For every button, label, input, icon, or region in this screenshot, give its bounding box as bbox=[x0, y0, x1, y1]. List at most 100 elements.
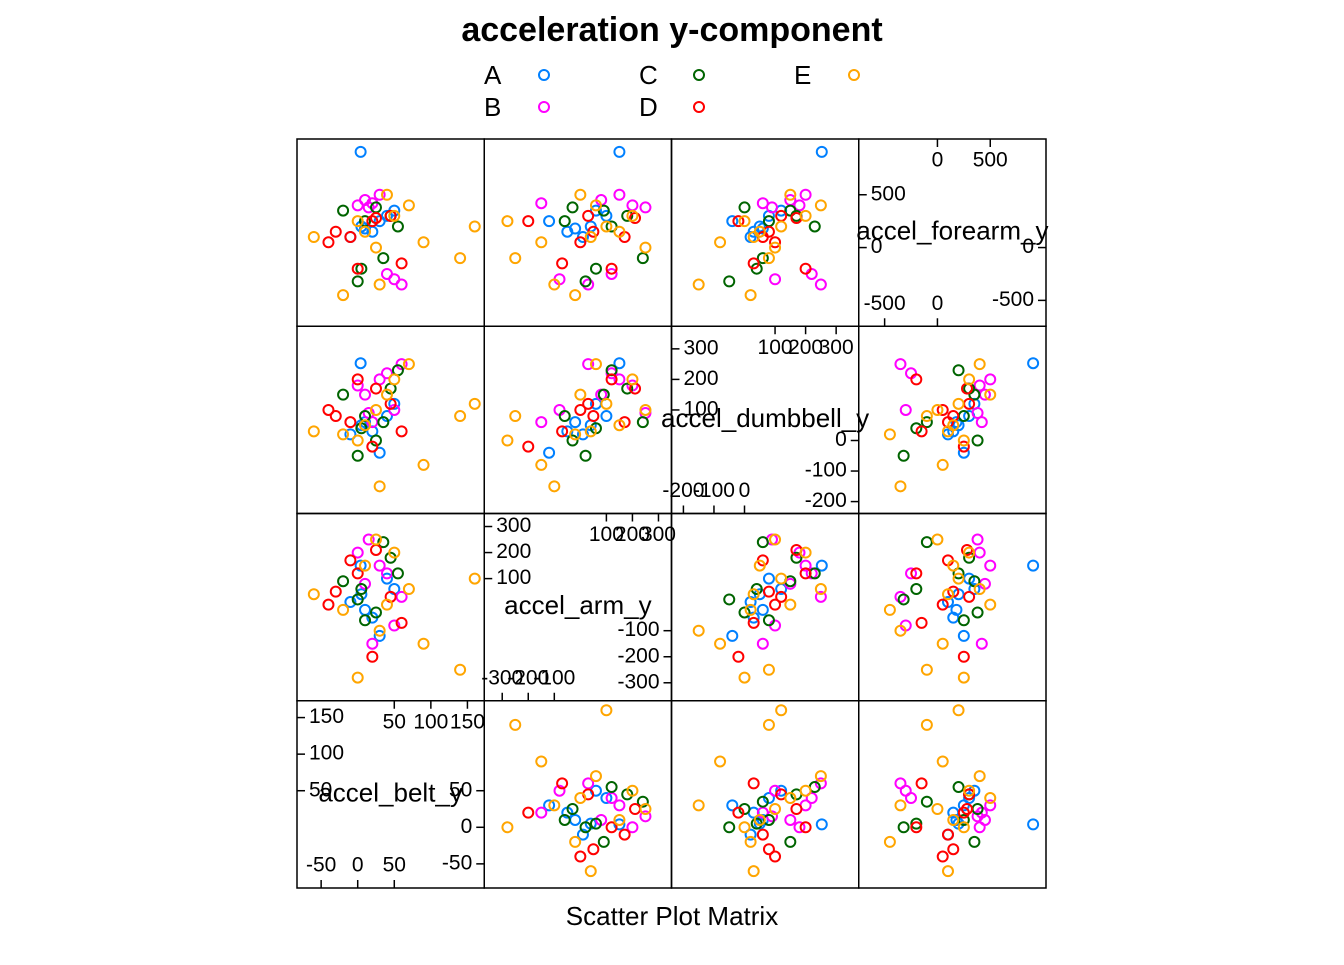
point bbox=[307, 425, 320, 438]
point bbox=[395, 358, 408, 371]
point bbox=[750, 817, 763, 830]
tick-label: 100 bbox=[684, 397, 719, 420]
point bbox=[344, 428, 357, 441]
tick-label: 100 bbox=[758, 336, 793, 359]
point bbox=[775, 590, 788, 603]
point bbox=[543, 215, 556, 228]
point bbox=[574, 388, 587, 401]
point bbox=[454, 663, 467, 676]
legend-label: C bbox=[639, 60, 658, 90]
point bbox=[373, 215, 386, 228]
point bbox=[605, 781, 618, 794]
point bbox=[613, 357, 626, 370]
point bbox=[626, 373, 639, 386]
point bbox=[744, 603, 757, 616]
point bbox=[762, 614, 775, 627]
point bbox=[373, 559, 386, 572]
point bbox=[769, 850, 782, 863]
point bbox=[569, 222, 582, 235]
legend-label: E bbox=[794, 60, 811, 90]
point bbox=[351, 215, 364, 228]
point bbox=[968, 388, 981, 401]
point bbox=[337, 575, 350, 588]
point bbox=[636, 252, 649, 265]
point bbox=[1027, 559, 1040, 572]
point bbox=[626, 821, 639, 834]
point bbox=[380, 598, 393, 611]
tick-label: 0 bbox=[932, 292, 944, 315]
point bbox=[957, 434, 970, 447]
point bbox=[576, 828, 589, 841]
point bbox=[784, 813, 797, 826]
point bbox=[556, 777, 569, 790]
point bbox=[566, 201, 579, 214]
point bbox=[558, 215, 571, 228]
point bbox=[576, 428, 589, 441]
tick-label: 200 bbox=[684, 367, 719, 390]
point bbox=[566, 434, 579, 447]
point bbox=[579, 275, 592, 288]
tick-label: 0 bbox=[871, 235, 883, 258]
tick-label: 150 bbox=[309, 705, 344, 728]
point bbox=[747, 865, 760, 878]
point bbox=[369, 211, 382, 224]
point bbox=[961, 803, 974, 816]
point bbox=[894, 358, 907, 371]
tick-label: -50 bbox=[442, 851, 472, 874]
point bbox=[744, 828, 757, 841]
point bbox=[589, 770, 602, 783]
point bbox=[973, 821, 986, 834]
point bbox=[984, 559, 997, 572]
point bbox=[790, 803, 803, 816]
point bbox=[569, 835, 582, 848]
point bbox=[762, 843, 775, 856]
point bbox=[373, 278, 386, 291]
point bbox=[359, 388, 372, 401]
point bbox=[723, 821, 736, 834]
tick-label: 200 bbox=[615, 523, 650, 546]
point bbox=[973, 770, 986, 783]
point bbox=[756, 536, 769, 549]
point bbox=[391, 567, 404, 580]
point bbox=[388, 397, 401, 410]
legend-symbol bbox=[538, 69, 550, 81]
point bbox=[756, 603, 769, 616]
point bbox=[501, 215, 514, 228]
point bbox=[769, 241, 782, 254]
point bbox=[971, 533, 984, 546]
point bbox=[351, 275, 364, 288]
point bbox=[910, 567, 923, 580]
point bbox=[941, 588, 954, 601]
point bbox=[369, 403, 382, 416]
tick-label: 100 bbox=[589, 523, 624, 546]
point bbox=[920, 718, 933, 731]
point bbox=[369, 434, 382, 447]
point bbox=[359, 559, 372, 572]
point bbox=[961, 543, 974, 556]
point bbox=[344, 231, 357, 244]
legend-symbol bbox=[693, 101, 705, 113]
point bbox=[509, 718, 522, 731]
point bbox=[351, 379, 364, 392]
point bbox=[726, 629, 739, 642]
point bbox=[351, 373, 364, 386]
point bbox=[417, 236, 430, 249]
point bbox=[947, 559, 960, 572]
tick-label: 300 bbox=[496, 514, 531, 537]
point bbox=[359, 614, 372, 627]
point bbox=[756, 828, 769, 841]
point bbox=[738, 606, 751, 619]
legend-symbol bbox=[538, 101, 550, 113]
tick-label: 100 bbox=[413, 710, 448, 733]
point bbox=[963, 373, 976, 386]
point bbox=[931, 533, 944, 546]
tick-label: -500 bbox=[864, 292, 906, 315]
point bbox=[574, 850, 587, 863]
point bbox=[753, 813, 766, 826]
point bbox=[971, 810, 984, 823]
point bbox=[613, 813, 626, 826]
point bbox=[799, 188, 812, 201]
point bbox=[957, 821, 970, 834]
point bbox=[975, 637, 988, 650]
point bbox=[377, 416, 390, 429]
